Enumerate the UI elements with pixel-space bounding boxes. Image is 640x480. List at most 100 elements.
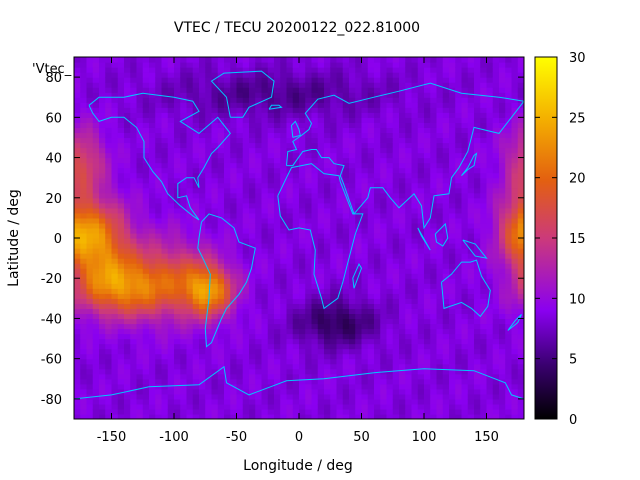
heatmap-cell — [92, 142, 100, 149]
heatmap-cell — [380, 112, 388, 118]
heatmap-cell — [342, 288, 350, 294]
heatmap-cell — [455, 117, 463, 123]
heatmap-cell — [355, 227, 363, 234]
heatmap-cell — [499, 398, 506, 405]
heatmap-cell — [92, 243, 100, 249]
heatmap-cell — [305, 283, 313, 289]
heatmap-cell — [86, 273, 94, 279]
heatmap-cell — [242, 102, 250, 108]
heatmap-cell — [324, 338, 331, 345]
heatmap-cell — [280, 273, 288, 279]
heatmap-cell — [111, 363, 119, 370]
heatmap-cell — [161, 222, 169, 229]
heatmap-cell — [405, 293, 413, 299]
heatmap-cell — [111, 348, 119, 355]
heatmap-cell — [386, 212, 394, 219]
heatmap-cell — [211, 298, 219, 304]
heatmap-cell — [286, 157, 294, 164]
heatmap-cell — [224, 248, 231, 254]
heatmap-cell — [374, 363, 381, 370]
heatmap-cell — [399, 152, 406, 159]
heatmap-cell — [117, 137, 125, 144]
heatmap-cell — [436, 117, 444, 123]
heatmap-cell — [355, 248, 363, 254]
heatmap-cell — [92, 368, 100, 375]
heatmap-cell — [405, 157, 413, 164]
heatmap-cell — [130, 192, 138, 199]
heatmap-cell — [111, 403, 119, 410]
heatmap-cell — [74, 258, 81, 264]
heatmap-cell — [480, 177, 488, 184]
heatmap-cell — [442, 253, 450, 259]
heatmap-cell — [467, 263, 475, 269]
heatmap-cell — [180, 318, 188, 325]
heatmap-cell — [174, 248, 181, 254]
heatmap-cell — [249, 303, 256, 309]
heatmap-cell — [449, 383, 456, 390]
heatmap-cell — [311, 197, 319, 204]
heatmap-cell — [492, 107, 500, 113]
heatmap-cell — [149, 192, 156, 199]
heatmap-cell — [249, 353, 256, 360]
heatmap-cell — [130, 227, 138, 234]
heatmap-cell — [130, 373, 138, 380]
heatmap-cell — [136, 122, 144, 128]
heatmap-cell — [286, 212, 294, 219]
heatmap-cell — [211, 358, 219, 365]
heatmap-cell — [342, 273, 350, 279]
heatmap-cell — [361, 328, 369, 335]
heatmap-cell — [99, 217, 106, 224]
heatmap-cell — [217, 82, 225, 88]
heatmap-cell — [180, 207, 188, 214]
heatmap-cell — [86, 353, 94, 360]
heatmap-cell — [374, 187, 381, 194]
heatmap-cell — [417, 172, 425, 179]
heatmap-cell — [86, 328, 94, 335]
heatmap-cell — [130, 268, 138, 274]
heatmap-cell — [380, 87, 388, 93]
heatmap-cell — [317, 328, 325, 335]
heatmap-cell — [430, 383, 438, 390]
heatmap-cell — [286, 333, 294, 340]
heatmap-cell — [449, 398, 456, 405]
heatmap-cell — [436, 393, 444, 400]
heatmap-cell — [105, 72, 113, 78]
heatmap-cell — [180, 197, 188, 204]
heatmap-cell — [261, 192, 269, 199]
heatmap-cell — [105, 92, 113, 98]
heatmap-cell — [411, 358, 419, 365]
heatmap-cell — [405, 222, 413, 229]
heatmap-cell — [149, 217, 156, 224]
heatmap-cell — [442, 388, 450, 395]
heatmap-cell — [99, 353, 106, 360]
heatmap-cell — [74, 62, 81, 68]
heatmap-cell — [249, 338, 256, 345]
heatmap-cell — [149, 348, 156, 355]
heatmap-cell — [211, 238, 219, 244]
heatmap-cell — [411, 102, 419, 108]
heatmap-cell — [211, 67, 219, 73]
heatmap-cell — [117, 248, 125, 254]
heatmap-cell — [180, 328, 188, 335]
heatmap-cell — [449, 227, 456, 234]
heatmap-cell — [155, 222, 163, 229]
heatmap-cell — [317, 283, 325, 289]
heatmap-cell — [305, 393, 313, 400]
heatmap-cell — [267, 87, 275, 93]
heatmap-cell — [130, 202, 138, 209]
heatmap-cell — [361, 258, 369, 264]
heatmap-cell — [99, 248, 106, 254]
heatmap-cell — [424, 117, 431, 123]
heatmap-cell — [480, 187, 488, 194]
heatmap-cell — [167, 222, 175, 229]
heatmap-cell — [255, 67, 263, 73]
heatmap-cell — [174, 383, 181, 390]
heatmap-cell — [92, 127, 100, 134]
heatmap-cell — [424, 152, 431, 159]
heatmap-cell — [374, 172, 381, 179]
heatmap-cell — [161, 192, 169, 199]
heatmap-cell — [336, 298, 344, 304]
heatmap-cell — [267, 398, 275, 405]
heatmap-cell — [205, 132, 213, 139]
heatmap-cell — [230, 222, 238, 229]
